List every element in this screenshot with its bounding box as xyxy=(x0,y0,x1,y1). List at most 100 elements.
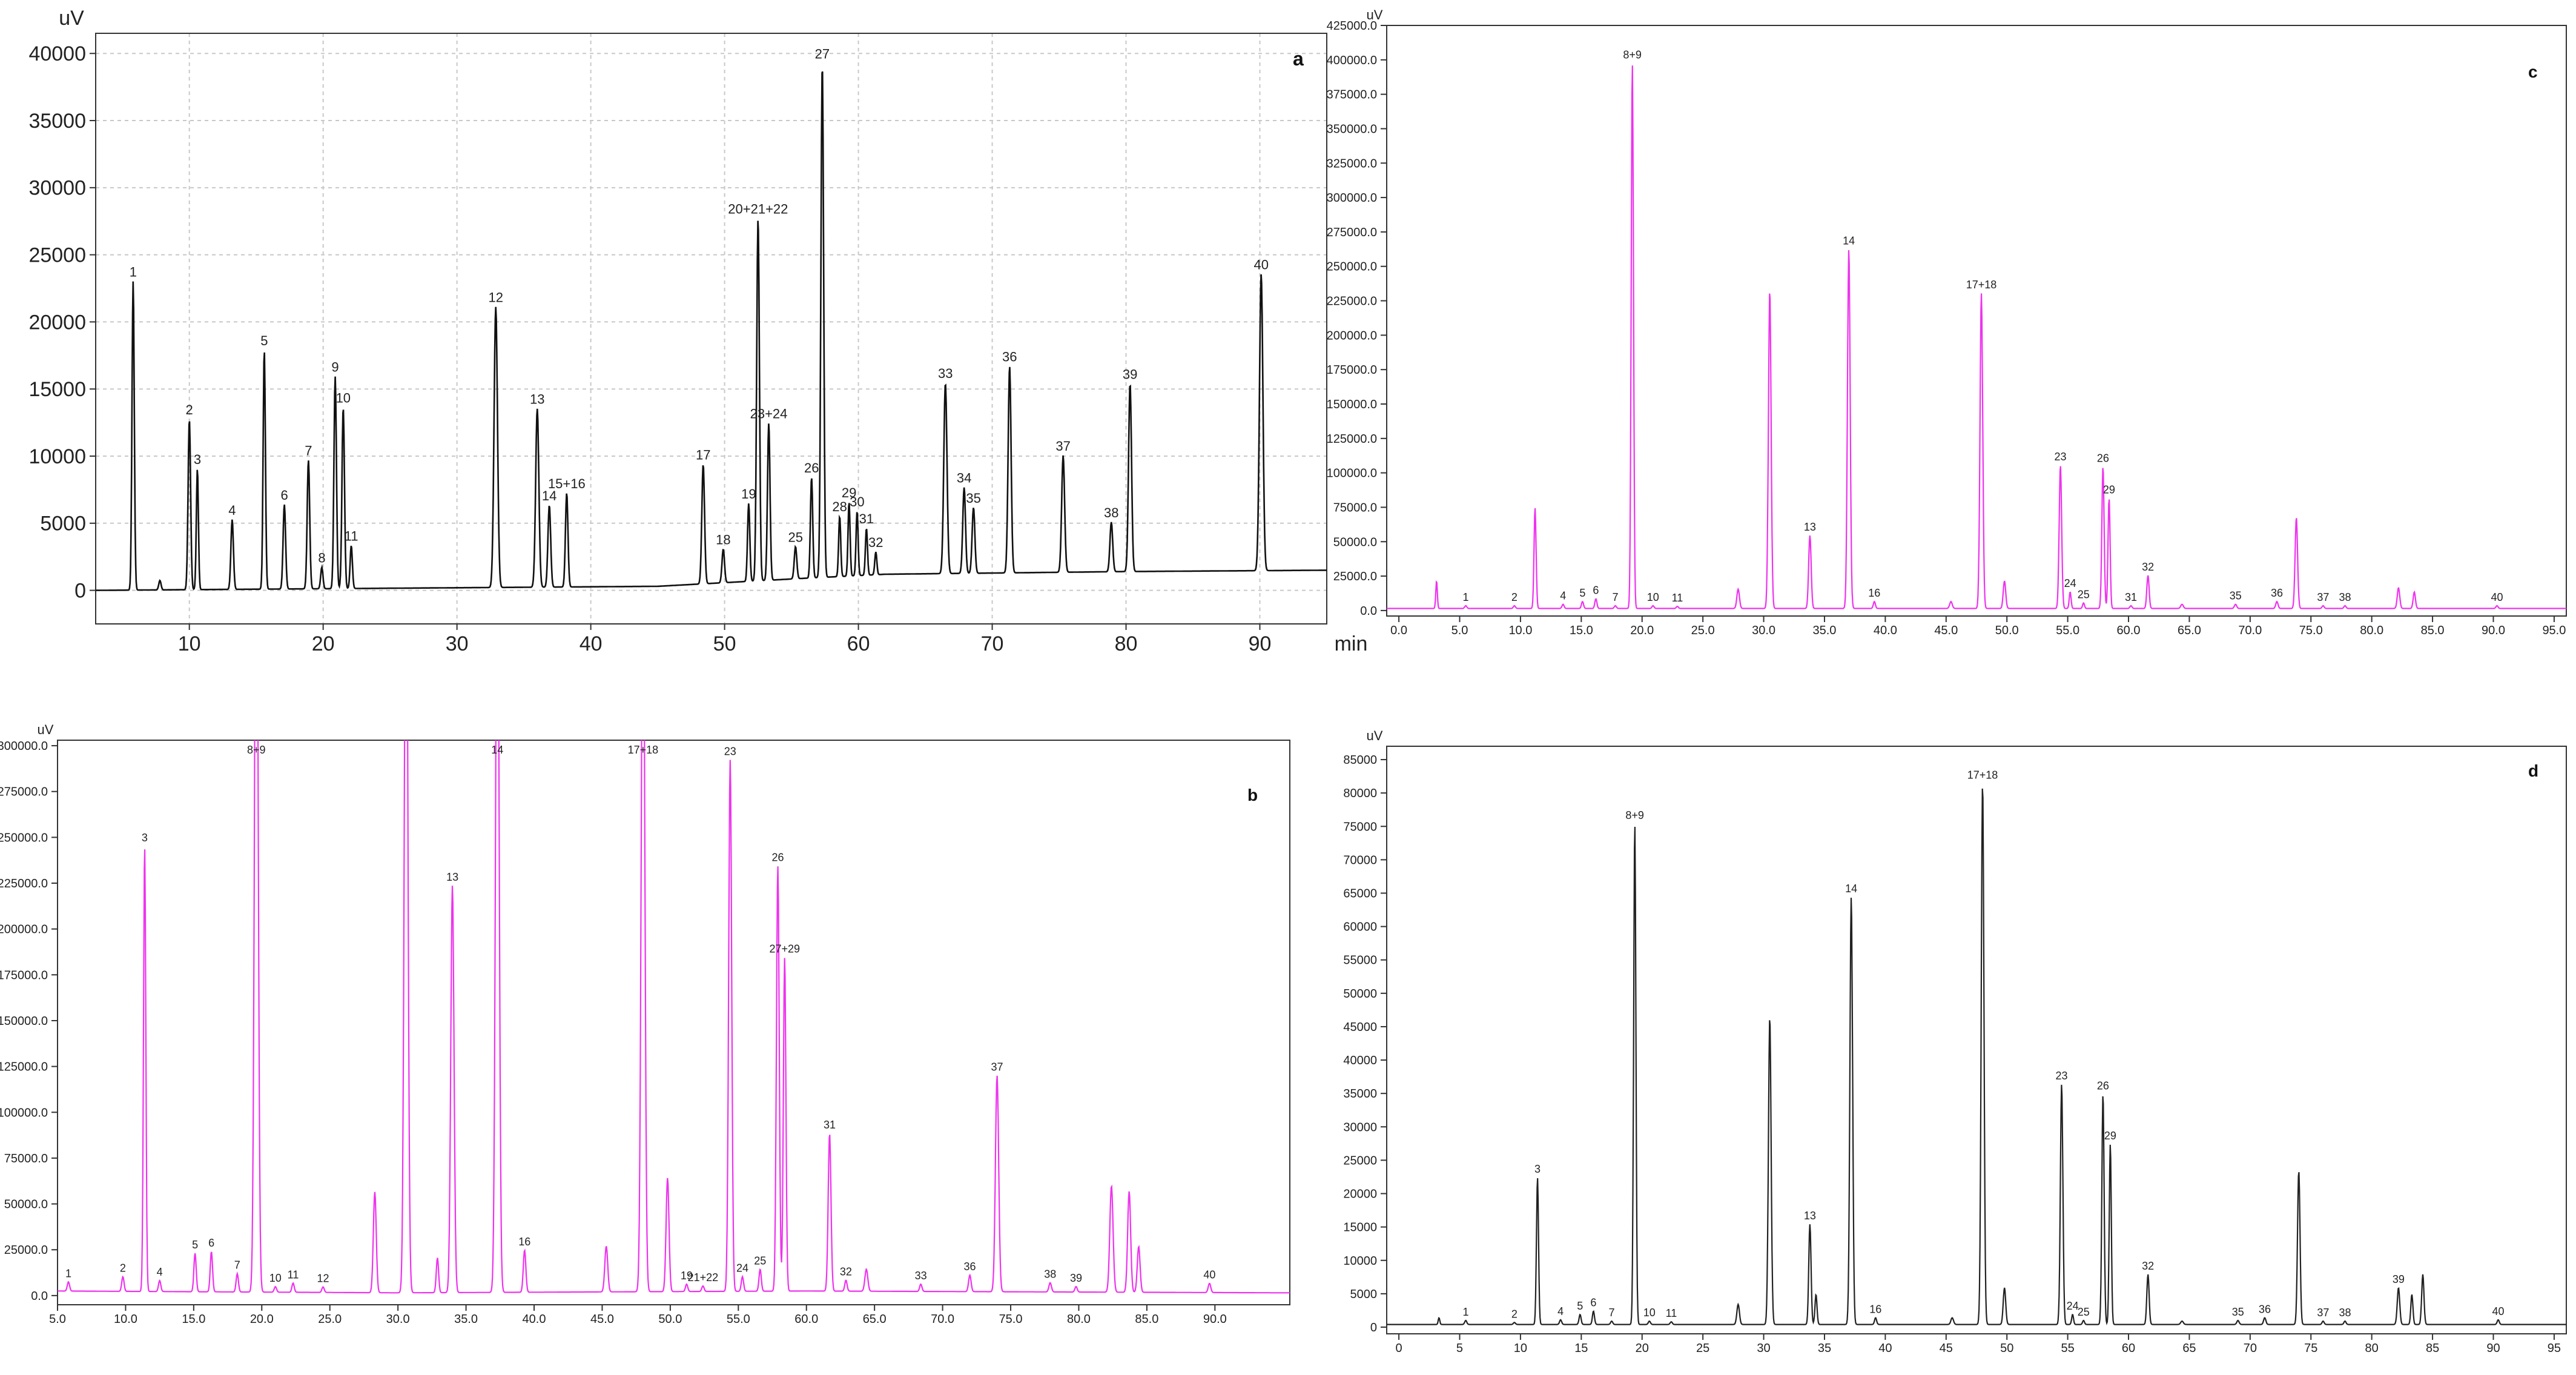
peak-marker xyxy=(2322,605,2324,606)
peak-marker xyxy=(1465,605,1467,606)
peak-marker xyxy=(2397,587,2399,589)
peak-marker xyxy=(342,406,344,408)
x-tick-label: 25.0 xyxy=(318,1313,342,1326)
peak-label: 30 xyxy=(850,494,864,509)
x-tick-label: 80.0 xyxy=(2360,624,2383,637)
y-tick-label: 100000.0 xyxy=(0,1106,48,1119)
y-tick-label: 75000 xyxy=(1343,820,1377,833)
peak-marker xyxy=(2276,601,2278,603)
peak-marker xyxy=(1075,1285,1077,1287)
peak-marker xyxy=(757,217,759,219)
y-tick-label: 325000.0 xyxy=(1327,157,1377,170)
x-tick-label: 35.0 xyxy=(454,1313,478,1326)
peak-marker xyxy=(2496,605,2498,606)
peak-label: 37 xyxy=(991,1061,1003,1073)
x-tick-label: 90 xyxy=(1249,632,1272,655)
y-tick-label: 300000.0 xyxy=(1327,191,1377,205)
y-axis-label: uV xyxy=(38,722,54,737)
peak-marker xyxy=(497,740,498,741)
peak-label: 14 xyxy=(491,744,503,756)
x-tick-label: 95.0 xyxy=(2542,624,2566,637)
x-tick-label: 25.0 xyxy=(1691,624,1715,637)
y-tick-label: 100000.0 xyxy=(1327,467,1377,480)
chromatogram-trace xyxy=(1387,65,2566,609)
peak-label: 5 xyxy=(1577,1300,1583,1312)
peak-marker xyxy=(748,503,750,505)
peak-label: 32 xyxy=(840,1265,852,1277)
peak-label: 40 xyxy=(2492,1305,2505,1317)
peak-label: 31 xyxy=(824,1119,836,1131)
y-tick-label: 40000 xyxy=(28,42,86,65)
peak-marker xyxy=(1534,507,1536,509)
x-tick-label: 30.0 xyxy=(386,1313,410,1326)
peak-label: 38 xyxy=(2339,1307,2351,1319)
y-tick-label: 5000 xyxy=(40,512,86,535)
x-tick-label: 90.0 xyxy=(2482,624,2505,637)
peak-marker xyxy=(2296,517,2297,519)
peak-label: 24 xyxy=(736,1262,748,1274)
peak-label: 32 xyxy=(2142,561,2154,573)
y-tick-label: 35000 xyxy=(1343,1087,1377,1101)
x-tick-label: 30.0 xyxy=(1752,624,1775,637)
peak-marker xyxy=(963,486,965,488)
peak-label: 35 xyxy=(2232,1306,2244,1318)
panel-letter: a xyxy=(1293,48,1304,70)
peak-label: 25 xyxy=(2078,1306,2090,1318)
peak-marker xyxy=(2147,574,2149,576)
peak-label: 7 xyxy=(1609,1307,1615,1319)
y-tick-label: 30000 xyxy=(28,177,86,200)
peak-label: 13 xyxy=(1804,521,1816,533)
peak-marker xyxy=(283,503,285,505)
peak-marker xyxy=(1951,1317,1953,1319)
peak-label: 29 xyxy=(2103,484,2115,496)
peak-label: 3 xyxy=(194,452,201,467)
peak-label: 3 xyxy=(1534,1163,1541,1175)
peak-marker xyxy=(920,1283,922,1285)
peak-label: 18 xyxy=(716,532,730,548)
y-tick-label: 125000.0 xyxy=(1327,432,1377,446)
chromatogram-trace xyxy=(1387,788,2566,1325)
peak-label: 4 xyxy=(1560,590,1566,602)
x-tick-label: 45.0 xyxy=(1934,624,1958,637)
peak-label: 31 xyxy=(2125,591,2137,603)
peak-label: 26 xyxy=(2097,1079,2109,1092)
peak-marker xyxy=(2059,465,2061,466)
x-tick-label: 50 xyxy=(2000,1342,2013,1355)
peak-marker xyxy=(1209,1282,1210,1284)
plot-frame xyxy=(1386,746,2567,1334)
peak-marker xyxy=(566,492,567,494)
peak-marker xyxy=(2069,591,2071,593)
peak-label: 37 xyxy=(2317,591,2329,603)
peak-marker xyxy=(537,408,538,409)
peak-label: 4 xyxy=(157,1266,163,1278)
peak-label: 36 xyxy=(964,1261,976,1273)
peak-label: 7 xyxy=(1613,591,1619,603)
peak-label: 8 xyxy=(318,550,325,565)
peak-marker xyxy=(1513,1322,1515,1324)
peak-label: 26 xyxy=(804,460,819,475)
peak-marker xyxy=(321,566,323,568)
peak-label: 11 xyxy=(1666,1307,1677,1319)
peak-label: 2 xyxy=(1511,591,1518,603)
y-tick-label: 55000 xyxy=(1343,954,1377,967)
x-tick-label: 50 xyxy=(713,632,736,655)
peak-label: 26 xyxy=(772,851,784,863)
panel-letter: b xyxy=(1247,786,1258,804)
peak-label: 9 xyxy=(331,360,339,375)
peak-label: 7 xyxy=(234,1259,240,1271)
peak-marker xyxy=(1436,580,1438,582)
y-tick-label: 50000.0 xyxy=(1333,535,1377,549)
x-tick-label: 40 xyxy=(580,632,603,655)
peak-marker xyxy=(784,956,785,958)
peak-marker xyxy=(1049,1282,1051,1284)
x-tick-label: 40.0 xyxy=(1874,624,1897,637)
peak-marker xyxy=(759,1268,761,1270)
y-axis-label: uV xyxy=(59,7,84,30)
y-tick-label: 65000 xyxy=(1343,887,1377,901)
peak-label: 16 xyxy=(518,1236,530,1248)
peak-label: 23 xyxy=(724,745,736,757)
peak-label: 6 xyxy=(1593,585,1599,597)
peak-marker xyxy=(2072,1314,2073,1316)
peak-marker xyxy=(437,1257,438,1259)
